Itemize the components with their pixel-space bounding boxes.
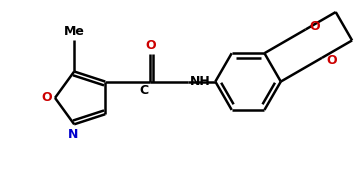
Text: O: O [310,20,320,33]
Text: O: O [326,54,337,67]
Text: C: C [140,84,149,97]
Text: Me: Me [64,25,84,38]
Text: O: O [146,39,156,52]
Text: NH: NH [190,75,210,88]
Text: O: O [42,91,52,104]
Text: N: N [68,128,78,141]
